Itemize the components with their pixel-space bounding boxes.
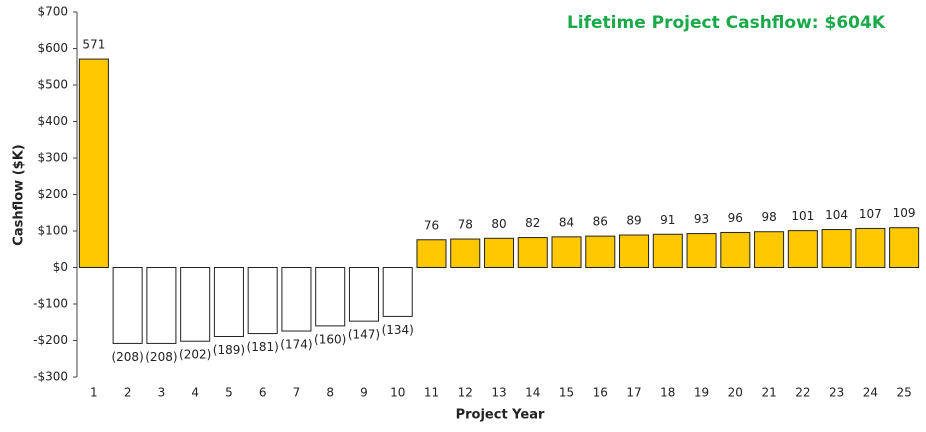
value-label: 98 [761,210,776,224]
bar [416,239,447,268]
x-tick-label: 11 [424,386,439,400]
y-tick-label: $500 [37,78,68,92]
x-tick-label: 3 [158,386,166,400]
x-tick-label: 22 [795,386,810,400]
bar [450,238,481,268]
y-tick-label: -$200 [33,333,68,347]
x-tick-label: 6 [259,386,267,400]
bar [315,267,346,327]
x-tick-label: 7 [293,386,301,400]
x-tick-label: 19 [694,386,709,400]
y-tick-label: $0 [53,260,68,274]
x-tick-label: 13 [491,386,506,400]
bar [821,229,852,268]
value-label: 78 [458,218,473,232]
x-tick-label: 16 [593,386,608,400]
x-tick-label: 20 [728,386,743,400]
value-label: (160) [314,332,346,346]
y-tick-label: $400 [37,114,68,128]
y-axis-title: Cashflow ($K) [12,144,27,245]
bar [787,230,818,268]
x-tick-label: 8 [326,386,334,400]
value-label: 82 [525,216,540,230]
value-label: 93 [694,212,709,226]
bar [146,267,177,344]
value-label: 104 [825,208,848,222]
value-label: (189) [213,343,245,357]
bar [78,58,109,268]
value-label: (208) [145,350,177,364]
x-tick-label: 10 [390,386,405,400]
value-label: 109 [893,206,916,220]
bar [585,235,616,268]
x-tick-label: 1 [90,386,98,400]
bar [720,231,751,269]
value-label: 107 [859,207,882,221]
value-label: 91 [660,213,675,227]
x-tick-label: 14 [525,386,540,400]
chart-title: Lifetime Project Cashflow: $604K [567,13,886,33]
value-label: 101 [791,209,814,223]
x-tick-label: 12 [458,386,473,400]
x-tick-label: 4 [191,386,199,400]
value-label: (208) [111,350,143,364]
value-label: 76 [424,218,439,232]
bar [247,267,278,335]
bar [213,267,244,337]
bar [348,267,379,322]
bar [483,237,515,269]
bar [382,267,413,317]
bar [281,267,312,332]
x-tick-label: 5 [225,386,233,400]
y-tick-label: $600 [37,41,68,55]
bar [517,237,548,269]
x-tick-label: 2 [124,386,132,400]
x-axis-title: Project Year [456,408,545,423]
value-label: (147) [348,328,380,342]
value-label: 80 [491,217,506,231]
y-tick-label: -$100 [33,297,68,311]
value-label: (202) [179,348,211,362]
x-tick-label: 9 [360,386,368,400]
value-label: (134) [382,323,414,337]
bar [855,227,886,269]
value-label: 84 [559,215,574,229]
y-tick-label: $300 [37,151,68,165]
x-tick-label: 23 [829,386,844,400]
y-tick-label: $200 [37,187,68,201]
x-tick-label: 15 [559,386,574,400]
value-label: (181) [247,340,279,354]
y-tick-label: $700 [37,5,68,19]
x-tick-label: 24 [863,386,878,400]
value-label: 89 [626,214,641,228]
bar [551,236,582,268]
x-tick-label: 18 [660,386,675,400]
bar [112,267,143,344]
bar [619,234,650,268]
x-tick-label: 21 [761,386,776,400]
y-tick-label: -$300 [33,370,68,384]
x-tick-label: 17 [626,386,641,400]
bar [652,233,683,269]
value-label: 86 [593,215,608,229]
y-tick-label: $100 [37,224,68,238]
bar [686,233,717,268]
value-label: 96 [728,211,743,225]
value-label: (174) [280,338,312,352]
value-label: 571 [82,38,105,52]
bar [754,231,785,268]
x-tick-label: 25 [896,386,911,400]
bar [889,227,920,268]
bar [180,267,211,342]
